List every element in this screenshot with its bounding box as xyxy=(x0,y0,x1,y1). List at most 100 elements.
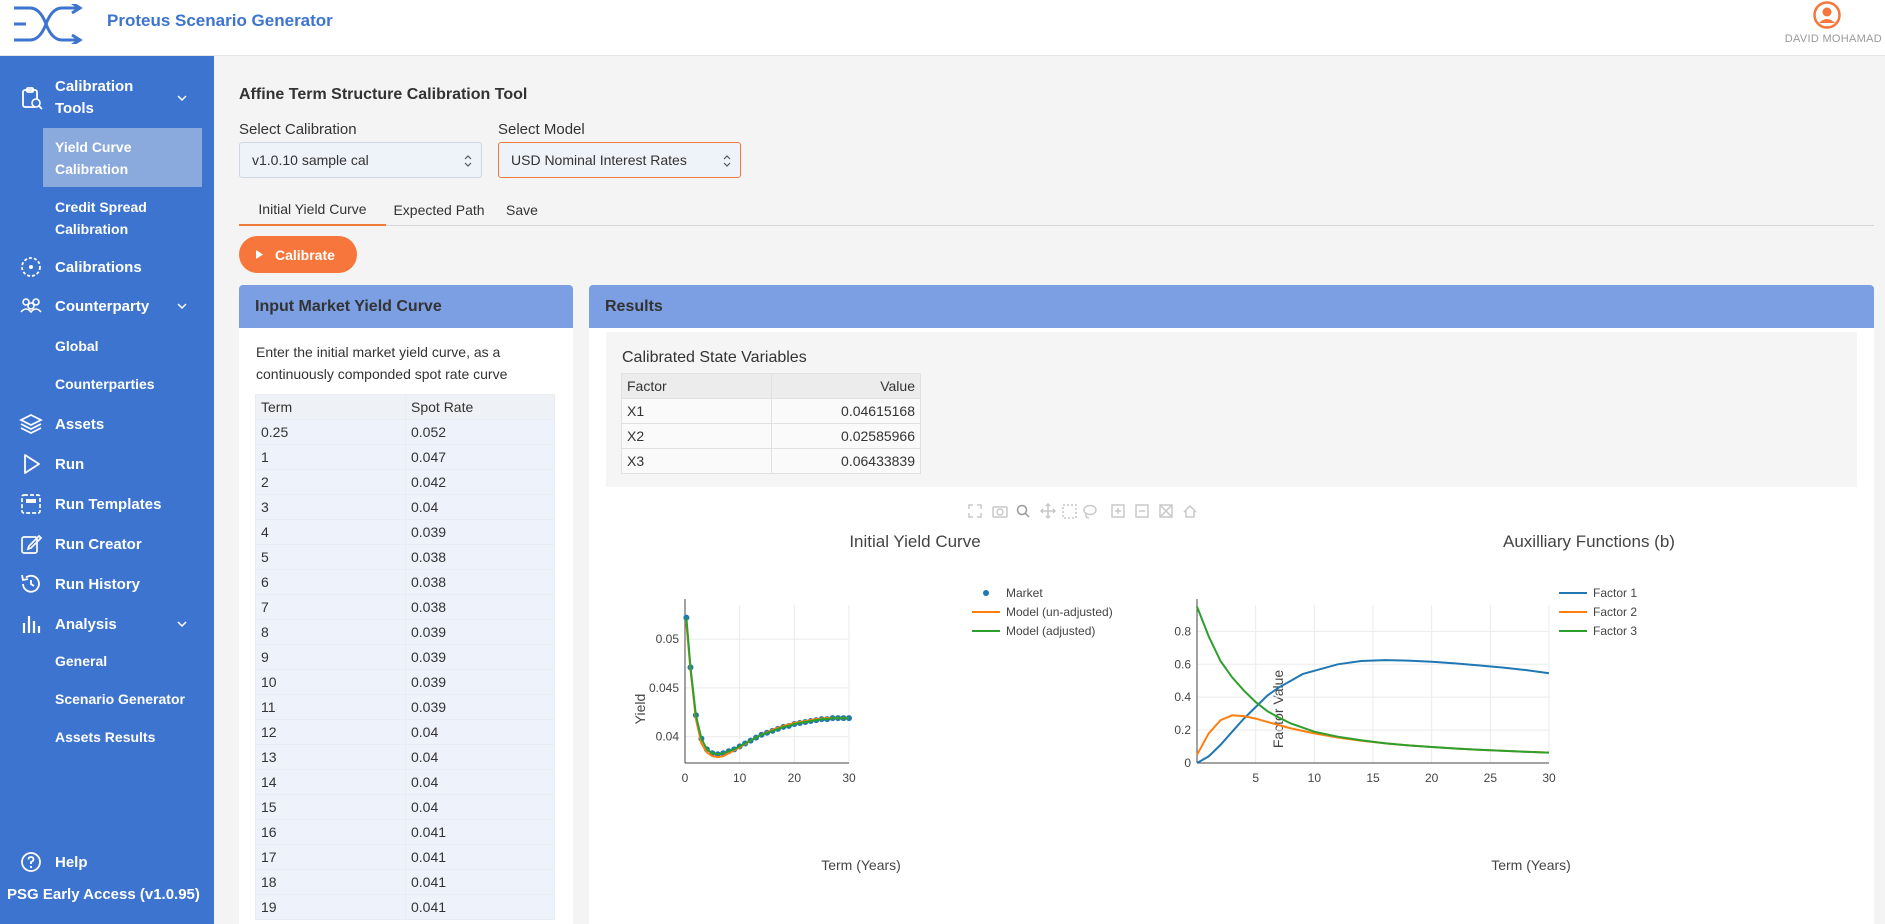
sidebar-item-run-creator[interactable]: Run Creator xyxy=(0,526,214,562)
spot-rate-cell[interactable]: 0.04 xyxy=(405,769,555,795)
table-row[interactable]: 11 0.039 xyxy=(255,694,555,720)
table-row[interactable]: 9 0.039 xyxy=(255,644,555,670)
spot-rate-cell[interactable]: 0.041 xyxy=(405,819,555,845)
table-row[interactable]: 4 0.039 xyxy=(255,519,555,545)
term-cell[interactable]: 7 xyxy=(255,594,406,620)
chevron-down-icon[interactable] xyxy=(175,299,189,313)
spot-rate-cell[interactable]: 0.04 xyxy=(405,719,555,745)
reset-axes-icon[interactable] xyxy=(1183,504,1197,518)
spot-rate-cell[interactable]: 0.041 xyxy=(405,894,555,920)
spot-rate-cell[interactable]: 0.041 xyxy=(405,844,555,870)
spot-rate-cell[interactable]: 0.039 xyxy=(405,669,555,695)
sidebar-item-run-templates[interactable]: Run Templates xyxy=(0,486,214,522)
box-select-icon[interactable] xyxy=(1062,504,1077,519)
sidebar-item-assets-results[interactable]: Assets Results xyxy=(43,719,202,755)
tab-expected-path[interactable]: Expected Path xyxy=(393,201,485,218)
sidebar-item-analysis[interactable]: Analysis xyxy=(0,606,214,642)
term-cell[interactable]: 4 xyxy=(255,519,406,545)
fullscreen-icon[interactable] xyxy=(968,504,982,518)
autoscale-icon[interactable] xyxy=(1159,504,1173,518)
term-cell[interactable]: 6 xyxy=(255,569,406,595)
zoom-in-icon[interactable] xyxy=(1111,504,1125,518)
spot-rate-cell[interactable]: 0.038 xyxy=(405,569,555,595)
term-cell[interactable]: 3 xyxy=(255,494,406,520)
term-cell[interactable]: 11 xyxy=(255,694,406,720)
sidebar-item-general[interactable]: General xyxy=(43,643,202,679)
term-cell[interactable]: 18 xyxy=(255,869,406,895)
zoom-icon[interactable] xyxy=(1016,504,1030,518)
term-cell[interactable]: 12 xyxy=(255,719,406,745)
spot-rate-cell[interactable]: 0.041 xyxy=(405,869,555,895)
table-row[interactable]: 13 0.04 xyxy=(255,744,555,770)
spot-rate-cell[interactable]: 0.04 xyxy=(405,794,555,820)
term-cell[interactable]: 16 xyxy=(255,819,406,845)
sidebar-item-run-history[interactable]: Run History xyxy=(0,566,214,602)
spot-rate-cell[interactable]: 0.039 xyxy=(405,619,555,645)
sidebar-item-global[interactable]: Global xyxy=(43,328,202,364)
sidebar-item-counterparty[interactable]: Counterparty xyxy=(0,288,214,324)
camera-icon[interactable] xyxy=(992,506,1008,518)
term-cell[interactable]: 15 xyxy=(255,794,406,820)
term-cell[interactable]: 14 xyxy=(255,769,406,795)
table-row[interactable]: 7 0.038 xyxy=(255,594,555,620)
table-row[interactable]: 2 0.042 xyxy=(255,469,555,495)
term-cell[interactable]: 0.25 xyxy=(255,419,406,445)
spot-rate-cell[interactable]: 0.038 xyxy=(405,544,555,570)
table-row[interactable]: 17 0.041 xyxy=(255,844,555,870)
term-cell[interactable]: 8 xyxy=(255,619,406,645)
sidebar-item-help[interactable]: Help xyxy=(0,844,214,880)
spot-rate-cell[interactable]: 0.04 xyxy=(405,744,555,770)
spot-rate-cell[interactable]: 0.052 xyxy=(405,419,555,445)
spot-rate-cell[interactable]: 0.039 xyxy=(405,644,555,670)
term-cell[interactable]: 2 xyxy=(255,469,406,495)
sidebar-item-assets[interactable]: Assets xyxy=(0,406,214,442)
table-row[interactable]: 12 0.04 xyxy=(255,719,555,745)
spot-rate-cell[interactable]: 0.04 xyxy=(405,494,555,520)
chevron-down-icon[interactable] xyxy=(175,91,189,105)
term-cell[interactable]: 5 xyxy=(255,544,406,570)
sidebar-item-run[interactable]: Run xyxy=(0,446,214,482)
table-row[interactable]: 5 0.038 xyxy=(255,544,555,570)
table-row[interactable]: 15 0.04 xyxy=(255,794,555,820)
term-cell[interactable]: 17 xyxy=(255,844,406,870)
select-model-dropdown[interactable]: USD Nominal Interest Rates xyxy=(498,142,741,178)
tab-save[interactable]: Save xyxy=(506,201,538,218)
app-logo-icon[interactable] xyxy=(12,4,90,44)
spot-rate-cell[interactable]: 0.039 xyxy=(405,519,555,545)
spot-rate-cell[interactable]: 0.047 xyxy=(405,444,555,470)
table-row[interactable]: 6 0.038 xyxy=(255,569,555,595)
sidebar-item-scenario-generator[interactable]: Scenario Generator xyxy=(43,681,202,717)
spot-rate-cell[interactable]: 0.042 xyxy=(405,469,555,495)
sidebar-item-calibration-tools[interactable]: Calibration Tools xyxy=(0,76,214,120)
table-row[interactable]: 10 0.039 xyxy=(255,669,555,695)
sidebar-item-counterparties[interactable]: Counterparties xyxy=(43,366,202,402)
table-row[interactable]: 18 0.041 xyxy=(255,869,555,895)
data-point xyxy=(698,735,705,742)
term-cell[interactable]: 1 xyxy=(255,444,406,470)
term-cell[interactable]: 13 xyxy=(255,744,406,770)
pan-icon[interactable] xyxy=(1039,503,1057,520)
calibrate-button[interactable]: Calibrate xyxy=(239,236,357,273)
term-cell[interactable]: 19 xyxy=(255,894,406,920)
table-row[interactable]: 14 0.04 xyxy=(255,769,555,795)
tab-initial-yield-curve[interactable]: Initial Yield Curve xyxy=(239,193,386,226)
table-row[interactable]: 19 0.041 xyxy=(255,894,555,920)
table-row[interactable]: 16 0.041 xyxy=(255,819,555,845)
table-row[interactable]: 0.25 0.052 xyxy=(255,419,555,445)
sidebar-item-yield-curve-calibration[interactable]: Yield Curve Calibration xyxy=(43,128,202,187)
term-cell[interactable]: 9 xyxy=(255,644,406,670)
select-calibration-dropdown[interactable]: v1.0.10 sample cal xyxy=(239,142,482,178)
table-row[interactable]: 3 0.04 xyxy=(255,494,555,520)
lasso-select-icon[interactable] xyxy=(1083,504,1097,519)
term-cell[interactable]: 10 xyxy=(255,669,406,695)
chevron-down-icon[interactable] xyxy=(175,617,189,631)
help-icon xyxy=(21,852,41,872)
spot-rate-cell[interactable]: 0.039 xyxy=(405,694,555,720)
spot-rate-cell[interactable]: 0.038 xyxy=(405,594,555,620)
sidebar-item-calibrations[interactable]: Calibrations xyxy=(0,249,214,285)
table-row[interactable]: 8 0.039 xyxy=(255,619,555,645)
user-avatar-icon[interactable] xyxy=(1813,1,1841,29)
zoom-out-icon[interactable] xyxy=(1135,504,1149,518)
sidebar-item-credit-spread-calibration[interactable]: Credit Spread Calibration xyxy=(43,188,202,247)
table-row[interactable]: 1 0.047 xyxy=(255,444,555,470)
